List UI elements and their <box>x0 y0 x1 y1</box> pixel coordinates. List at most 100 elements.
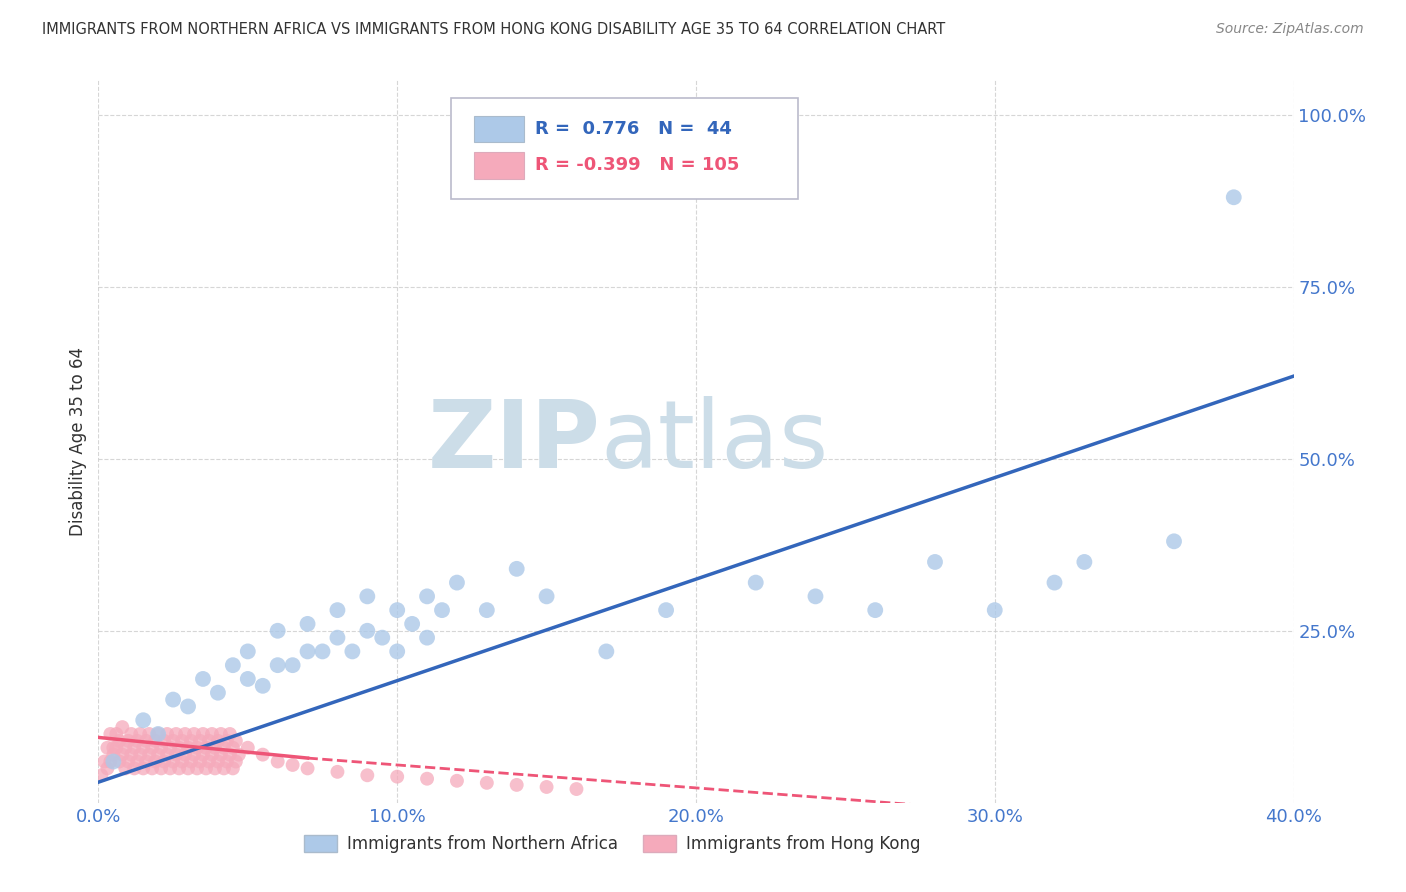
Point <box>416 631 439 645</box>
Point <box>475 603 498 617</box>
Point <box>209 727 232 741</box>
Point <box>183 727 205 741</box>
Point <box>162 734 184 748</box>
Point <box>188 734 211 748</box>
Point <box>225 734 247 748</box>
Point <box>129 747 152 762</box>
Point <box>186 740 208 755</box>
Point <box>326 603 349 617</box>
Point <box>159 761 181 775</box>
Point <box>191 727 214 741</box>
Point <box>105 727 128 741</box>
Point <box>138 727 160 741</box>
Point <box>209 747 232 762</box>
Point <box>129 727 152 741</box>
Point <box>215 734 238 748</box>
Point <box>356 624 378 638</box>
Point <box>153 755 176 769</box>
Point <box>124 761 146 775</box>
Point <box>111 747 134 762</box>
Point <box>207 686 229 700</box>
Point <box>385 644 409 658</box>
Point <box>252 679 274 693</box>
Point <box>595 644 617 658</box>
Point <box>446 773 468 788</box>
Point <box>215 755 238 769</box>
Point <box>177 740 200 755</box>
Point <box>219 747 242 762</box>
Point <box>135 734 157 748</box>
Point <box>143 755 166 769</box>
Point <box>416 590 439 604</box>
Point <box>150 761 173 775</box>
Text: R = -0.399   N = 105: R = -0.399 N = 105 <box>534 156 740 174</box>
Point <box>201 727 224 741</box>
Point <box>1073 555 1095 569</box>
Text: R =  0.776   N =  44: R = 0.776 N = 44 <box>534 120 731 137</box>
Point <box>174 747 197 762</box>
Point <box>127 734 149 748</box>
Point <box>127 755 149 769</box>
Point <box>311 644 333 658</box>
Point <box>475 776 498 790</box>
Point <box>105 740 128 755</box>
Point <box>297 616 319 631</box>
Point <box>804 590 827 604</box>
Point <box>201 747 224 762</box>
Point <box>108 734 131 748</box>
FancyBboxPatch shape <box>474 152 524 178</box>
Point <box>385 603 409 617</box>
Point <box>132 740 155 755</box>
Point <box>1043 575 1066 590</box>
Text: ZIP: ZIP <box>427 395 600 488</box>
Point <box>207 734 229 748</box>
Point <box>172 755 194 769</box>
Point <box>655 603 678 617</box>
Point <box>141 740 163 755</box>
Point <box>342 644 364 658</box>
Point <box>138 747 160 762</box>
Point <box>506 778 529 792</box>
Point <box>506 562 529 576</box>
Point <box>180 755 202 769</box>
Point <box>132 761 155 775</box>
Point <box>416 772 439 786</box>
Point <box>212 740 235 755</box>
Point <box>90 768 112 782</box>
Point <box>188 755 211 769</box>
Point <box>141 761 163 775</box>
Point <box>236 672 259 686</box>
Point <box>93 755 115 769</box>
Point <box>165 727 187 741</box>
Point <box>356 768 378 782</box>
Point <box>222 658 245 673</box>
Point <box>401 616 423 631</box>
Point <box>111 720 134 734</box>
Point <box>281 658 304 673</box>
Point <box>96 761 118 775</box>
Point <box>236 644 259 658</box>
Text: atlas: atlas <box>600 395 828 488</box>
Point <box>865 603 887 617</box>
Point <box>135 755 157 769</box>
Point <box>219 727 242 741</box>
Point <box>924 555 946 569</box>
Point <box>222 740 245 755</box>
Point <box>267 755 290 769</box>
Point <box>536 590 558 604</box>
Point <box>281 758 304 772</box>
Point <box>565 782 588 797</box>
Point <box>984 603 1007 617</box>
Point <box>207 755 229 769</box>
Point <box>267 658 290 673</box>
Point <box>117 734 139 748</box>
Point <box>177 699 200 714</box>
Point <box>162 692 184 706</box>
Point <box>120 727 142 741</box>
Point <box>103 740 125 755</box>
Point <box>180 734 202 748</box>
Point <box>177 761 200 775</box>
Point <box>371 631 394 645</box>
Point <box>204 740 226 755</box>
Point <box>195 740 218 755</box>
